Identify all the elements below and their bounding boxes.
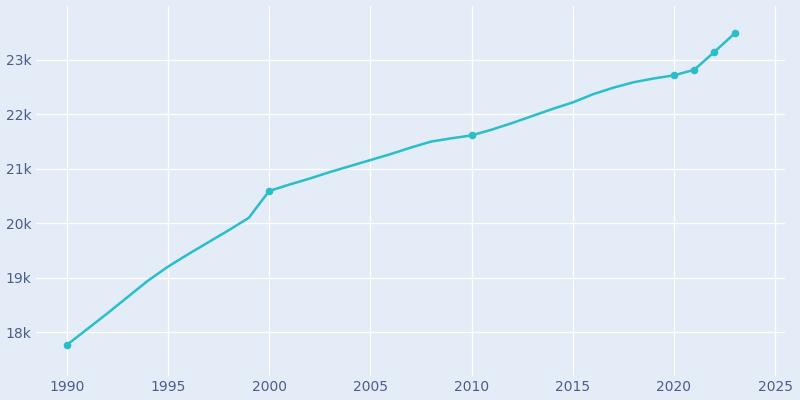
Point [262, 188, 275, 194]
Point [728, 30, 741, 36]
Point [465, 132, 478, 138]
Point [60, 342, 73, 348]
Point [688, 66, 701, 73]
Point [708, 49, 721, 55]
Point [667, 72, 680, 78]
